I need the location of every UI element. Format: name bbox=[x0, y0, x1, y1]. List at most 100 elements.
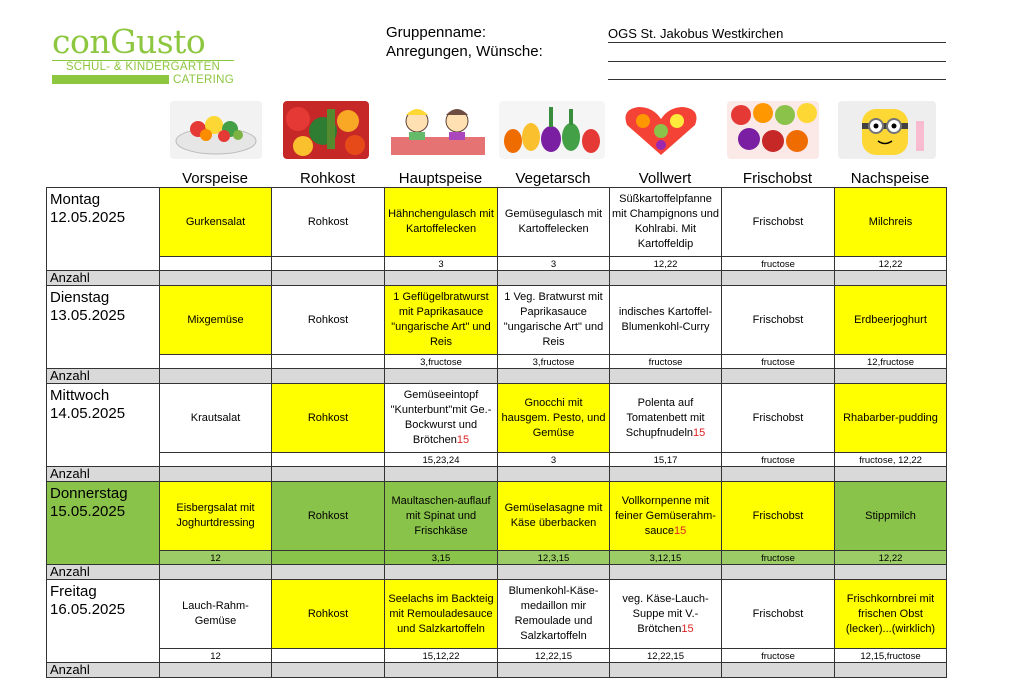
meal-cell-vegetarisch[interactable]: Gemüselasagne mit Käse überbacken bbox=[497, 481, 610, 551]
meal-cell-vollwert[interactable]: Vollkornpenne mit feiner Gemüserahm-sauc… bbox=[609, 481, 722, 551]
anzahl-input-hauptspeise[interactable] bbox=[384, 662, 498, 678]
meal-cell-nachspeise[interactable]: Milchreis bbox=[834, 187, 947, 257]
anzahl-input-frischobst[interactable] bbox=[721, 564, 835, 580]
meal-cell-hauptspeise[interactable]: 1 Geflügelbratwurst mit Paprikasauce "un… bbox=[384, 285, 498, 355]
anzahl-input-frischobst[interactable] bbox=[721, 270, 835, 286]
anzahl-input-nachspeise[interactable] bbox=[834, 368, 947, 384]
meal-cell-rohkost[interactable]: Rohkost bbox=[271, 187, 385, 257]
anzahl-input-hauptspeise[interactable] bbox=[384, 368, 498, 384]
code-cell-frischobst: fructose bbox=[721, 256, 835, 271]
code-cell-nachspeise: fructose, 12,22 bbox=[834, 452, 947, 467]
meal-text: Frischobst bbox=[752, 215, 804, 228]
anzahl-row: Anzahl bbox=[46, 270, 947, 286]
anzahl-input-vegetarisch[interactable] bbox=[497, 368, 610, 384]
anzahl-input-nachspeise[interactable] bbox=[834, 662, 947, 678]
meal-cell-frischobst[interactable]: Frischobst bbox=[721, 481, 835, 551]
anzahl-input-vollwert[interactable] bbox=[609, 466, 722, 482]
anzahl-input-nachspeise[interactable] bbox=[834, 270, 947, 286]
meal-cell-vorspeise[interactable]: Krautsalat bbox=[159, 383, 272, 453]
meal-cell-vegetarisch[interactable]: Gnocchi mit hausgem. Pesto, und Gemüse bbox=[497, 383, 610, 453]
anzahl-input-rohkost[interactable] bbox=[271, 466, 385, 482]
meal-text: Rohkost bbox=[307, 411, 349, 424]
meal-text: Rhabarber-pudding bbox=[843, 411, 938, 424]
meal-cell-vegetarisch[interactable]: Blumenkohl-Käse-medaillon mir Remoulade … bbox=[497, 579, 610, 649]
meal-cell-rohkost[interactable]: Rohkost bbox=[271, 383, 385, 453]
meal-cell-rohkost[interactable]: Rohkost bbox=[271, 481, 385, 551]
meal-cell-vollwert[interactable]: Polenta auf Tomatenbett mit Schupfnudeln… bbox=[609, 383, 722, 453]
meal-text: Frischobst bbox=[752, 509, 804, 522]
meal-cell-nachspeise[interactable]: Rhabarber-pudding bbox=[834, 383, 947, 453]
meal-cell-frischobst[interactable]: Frischobst bbox=[721, 285, 835, 355]
code-cell-vorspeise bbox=[159, 452, 272, 467]
kids-eating-image bbox=[387, 101, 489, 159]
day-date: 12.05.2025 bbox=[50, 209, 126, 226]
meal-cell-vegetarisch[interactable]: Gemüsegulasch mit Kartoffelecken bbox=[497, 187, 610, 257]
anzahl-input-vegetarisch[interactable] bbox=[497, 662, 610, 678]
anzahl-input-vorspeise[interactable] bbox=[159, 564, 272, 580]
anzahl-input-rohkost[interactable] bbox=[271, 662, 385, 678]
anzahl-input-vollwert[interactable] bbox=[609, 662, 722, 678]
meal-text: 1 Veg. Bratwurst mit Paprikasauce "ungar… bbox=[503, 291, 604, 348]
meal-text: Rohkost bbox=[307, 313, 349, 326]
anzahl-input-vegetarisch[interactable] bbox=[497, 270, 610, 286]
anzahl-input-vegetarisch[interactable] bbox=[497, 564, 610, 580]
col-header-vorspeise: Vorspeise bbox=[182, 170, 248, 187]
meal-cell-nachspeise[interactable]: Erdbeerjoghurt bbox=[834, 285, 947, 355]
col-header-hauptspeise: Hauptspeise bbox=[398, 170, 483, 187]
meal-text: Seelachs im Backteig mit Remouladesauce … bbox=[388, 592, 494, 635]
anzahl-input-vollwert[interactable] bbox=[609, 270, 722, 286]
anzahl-input-vorspeise[interactable] bbox=[159, 466, 272, 482]
code-cell-nachspeise: 12,fructose bbox=[834, 354, 947, 369]
anzahl-input-rohkost[interactable] bbox=[271, 368, 385, 384]
meal-text: Lauch-Rahm-Gemüse bbox=[182, 600, 249, 627]
day-name: Dienstag bbox=[50, 289, 110, 306]
meal-cell-rohkost[interactable]: Rohkost bbox=[271, 579, 385, 649]
meal-text: 1 Geflügelbratwurst mit Paprikasauce "un… bbox=[391, 291, 491, 348]
meal-cell-hauptspeise[interactable]: Gemüseeintopf "Kunterbunt"mit Ge.-Bockwu… bbox=[384, 383, 498, 453]
anzahl-input-hauptspeise[interactable] bbox=[384, 270, 498, 286]
anzahl-input-frischobst[interactable] bbox=[721, 662, 835, 678]
meal-cell-frischobst[interactable]: Frischobst bbox=[721, 187, 835, 257]
meal-cell-vollwert[interactable]: veg. Käse-Lauch-Suppe mit V.-Brötchen15 bbox=[609, 579, 722, 649]
anzahl-input-hauptspeise[interactable] bbox=[384, 466, 498, 482]
meal-cell-hauptspeise[interactable]: Maultaschen-auflauf mit Spinat und Frisc… bbox=[384, 481, 498, 551]
meal-cell-frischobst[interactable]: Frischobst bbox=[721, 579, 835, 649]
meal-cell-vorspeise[interactable]: Mixgemüse bbox=[159, 285, 272, 355]
meal-cell-vollwert[interactable]: Süßkartoffelpfanne mit Champignons und K… bbox=[609, 187, 722, 257]
meal-cell-frischobst[interactable]: Frischobst bbox=[721, 383, 835, 453]
meal-mark: 15 bbox=[681, 622, 694, 635]
anzahl-input-nachspeise[interactable] bbox=[834, 466, 947, 482]
anzahl-input-rohkost[interactable] bbox=[271, 270, 385, 286]
group-line bbox=[608, 42, 946, 43]
meal-cell-vorspeise[interactable]: Lauch-Rahm-Gemüse bbox=[159, 579, 272, 649]
anzahl-label: Anzahl bbox=[46, 270, 160, 286]
meal-cell-nachspeise[interactable]: Frischkornbrei mit frischen Obst (lecker… bbox=[834, 579, 947, 649]
anzahl-input-frischobst[interactable] bbox=[721, 466, 835, 482]
anzahl-input-frischobst[interactable] bbox=[721, 368, 835, 384]
anzahl-input-vorspeise[interactable] bbox=[159, 662, 272, 678]
group-value[interactable]: OGS St. Jakobus Westkirchen bbox=[608, 26, 784, 41]
codes-row: 3,fructose 3,fructose fructose fructose 12,f… bbox=[47, 354, 947, 369]
anzahl-input-vollwert[interactable] bbox=[609, 564, 722, 580]
meal-cell-vorspeise[interactable]: Gurkensalat bbox=[159, 187, 272, 257]
anzahl-input-hauptspeise[interactable] bbox=[384, 564, 498, 580]
meal-text: Gnocchi mit hausgem. Pesto, und Gemüse bbox=[501, 396, 606, 439]
meal-cell-hauptspeise[interactable]: Seelachs im Backteig mit Remouladesauce … bbox=[384, 579, 498, 649]
meal-cell-vollwert[interactable]: indisches Kartoffel-Blumenkohl-Curry bbox=[609, 285, 722, 355]
meal-cell-rohkost[interactable]: Rohkost bbox=[271, 285, 385, 355]
meal-cell-nachspeise[interactable]: Stippmilch bbox=[834, 481, 947, 551]
meal-cell-vorspeise[interactable]: Eisbergsalat mit Joghurtdressing bbox=[159, 481, 272, 551]
meal-text: Süßkartoffelpfanne mit Champignons und K… bbox=[612, 193, 720, 250]
anzahl-input-nachspeise[interactable] bbox=[834, 564, 947, 580]
anzahl-input-vollwert[interactable] bbox=[609, 368, 722, 384]
anzahl-input-rohkost[interactable] bbox=[271, 564, 385, 580]
anzahl-input-vegetarisch[interactable] bbox=[497, 466, 610, 482]
anzahl-input-vorspeise[interactable] bbox=[159, 270, 272, 286]
meal-cell-hauptspeise[interactable]: Hähnchengulasch mit Kartoffelecken bbox=[384, 187, 498, 257]
meal-cell-vegetarisch[interactable]: 1 Veg. Bratwurst mit Paprikasauce "ungar… bbox=[497, 285, 610, 355]
code-cell-hauptspeise: 3,15 bbox=[384, 550, 498, 565]
anzahl-input-vorspeise[interactable] bbox=[159, 368, 272, 384]
day-cell: Dienstag 13.05.2025 bbox=[46, 285, 160, 369]
vegetable-figures-image bbox=[499, 101, 605, 159]
meal-mark: 15 bbox=[456, 434, 470, 446]
